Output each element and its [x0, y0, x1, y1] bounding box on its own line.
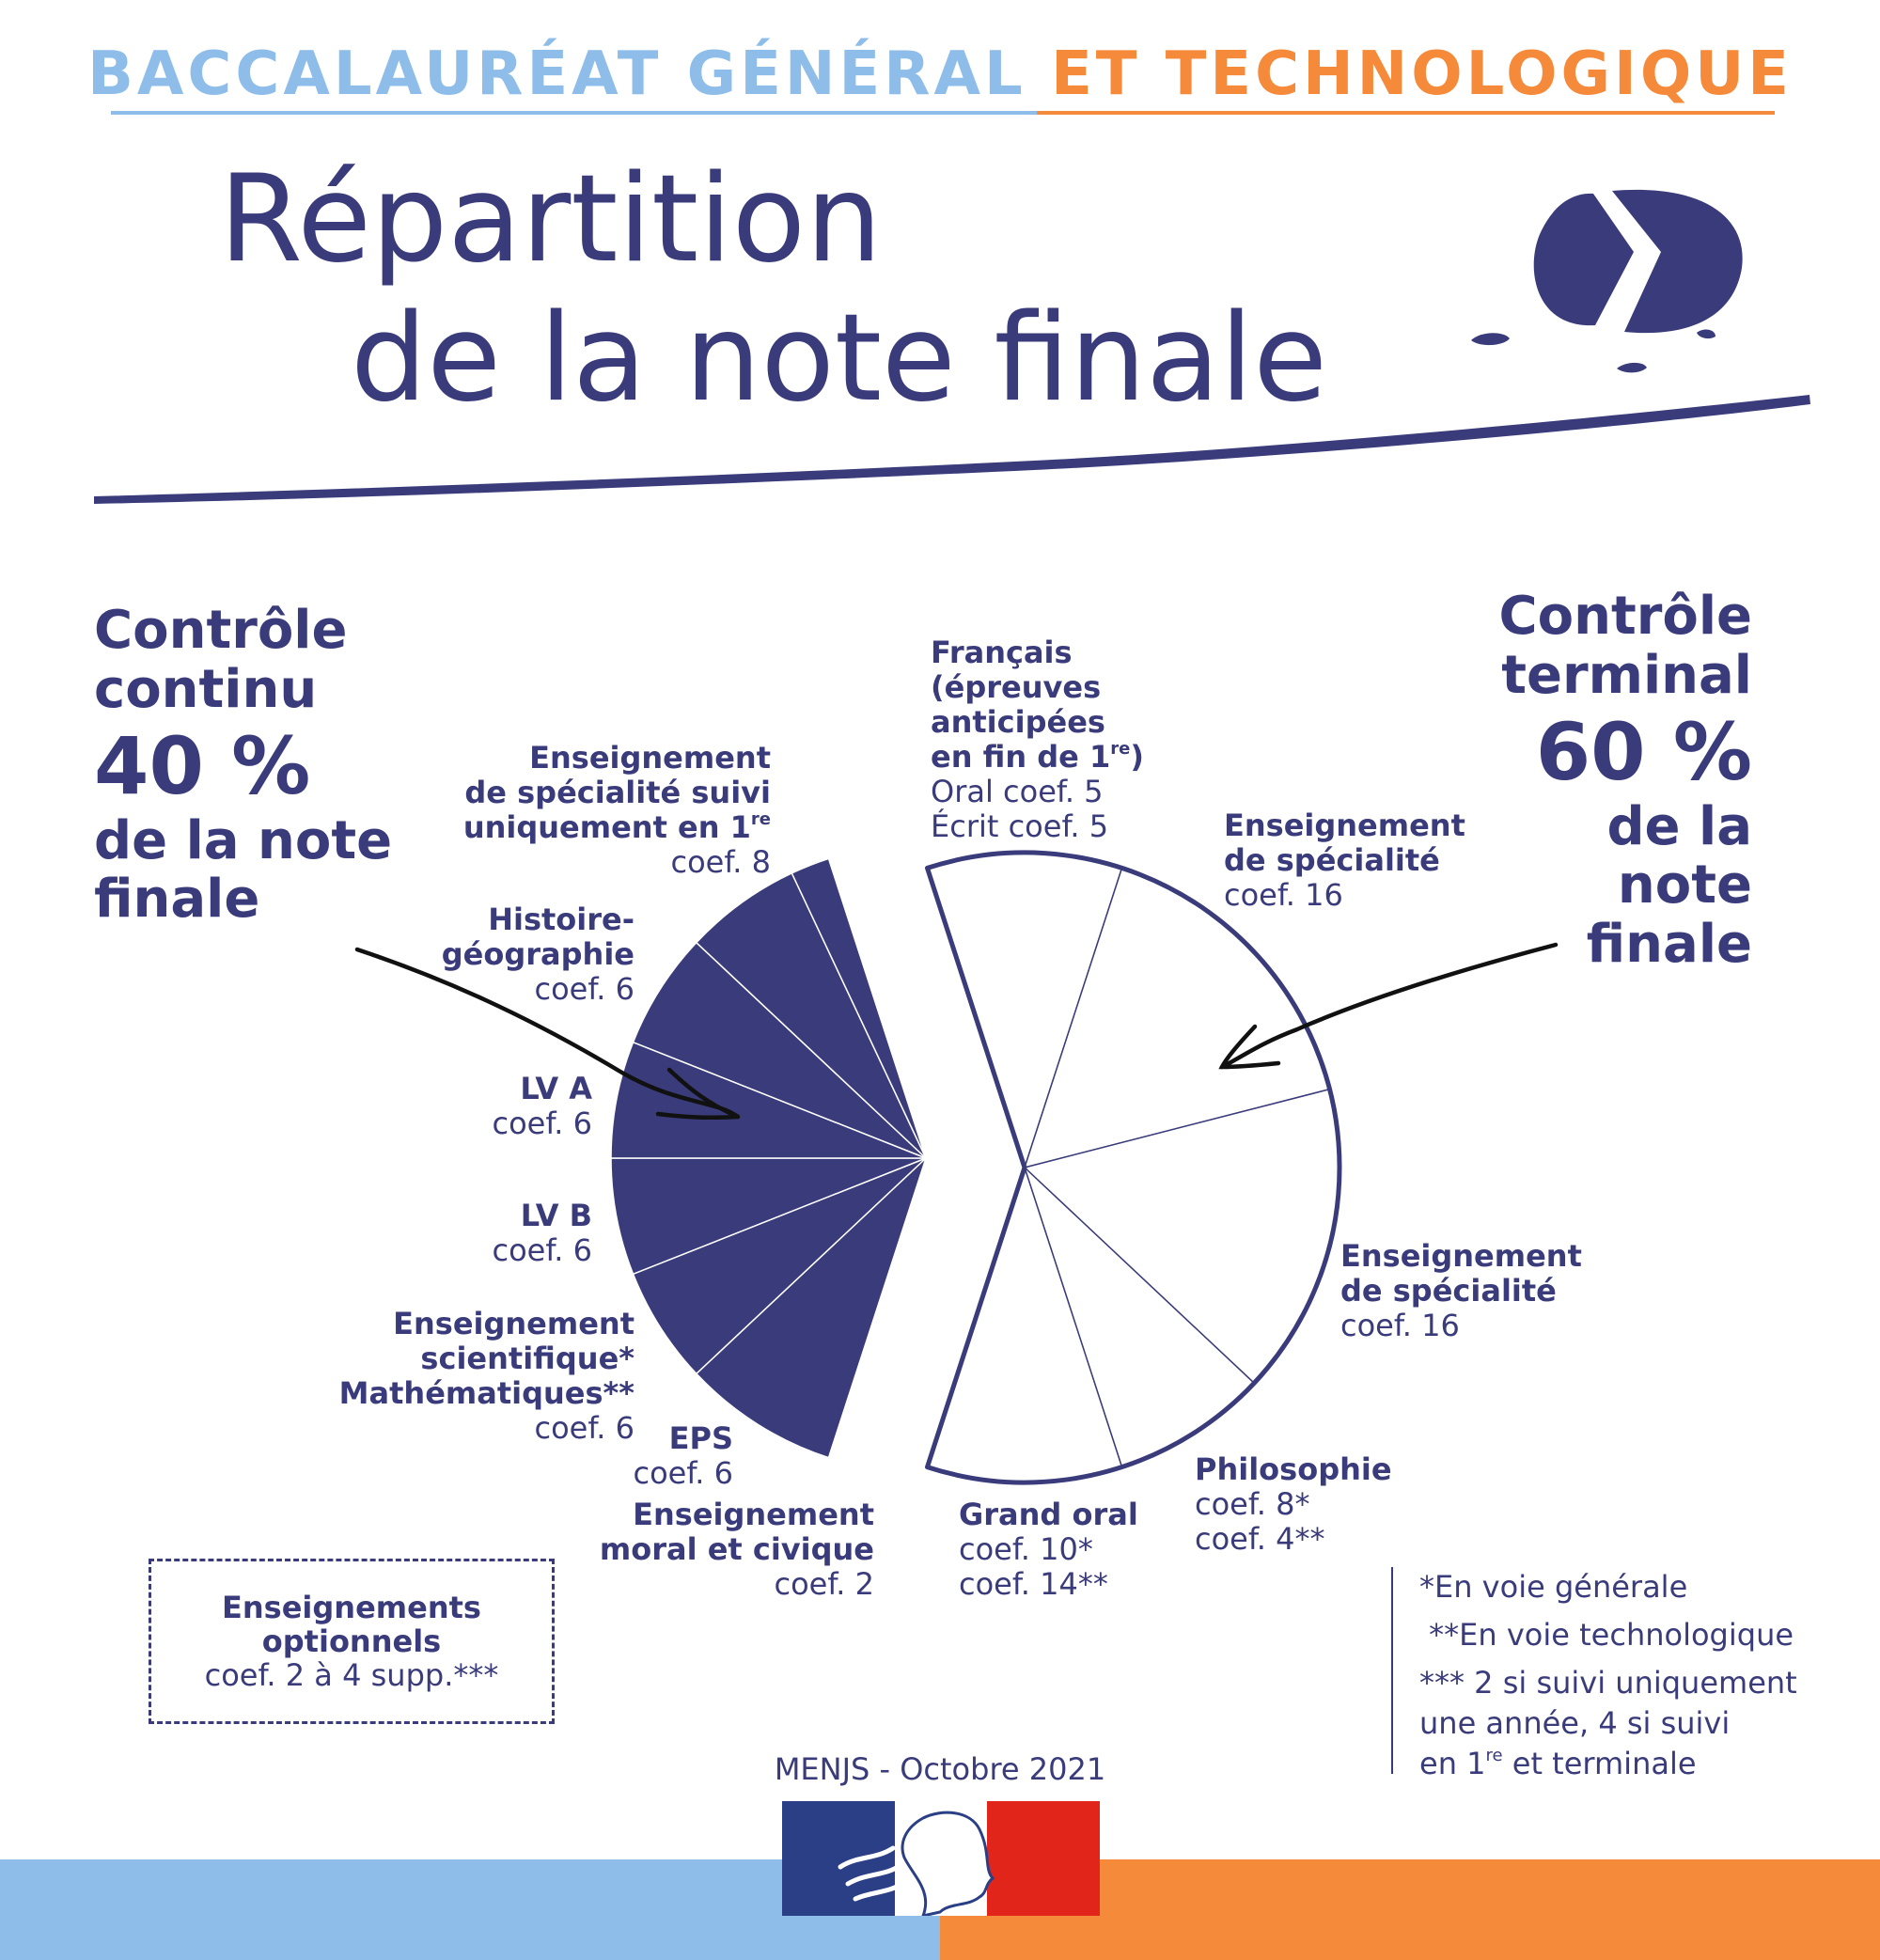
- footer-credit: MENJS - Octobre 2021: [774, 1751, 1106, 1787]
- arrow-terminal-icon: [1218, 942, 1559, 1070]
- label-go-coef2: coef. 14**: [959, 1566, 1108, 1602]
- page-title-line2: de la note finale: [351, 289, 1327, 429]
- pie-group-continu: [610, 857, 927, 1459]
- label-specialite-2: Enseignement de spécialité coef. 16: [1340, 1239, 1582, 1343]
- label-es-l1: Enseignement: [393, 1306, 634, 1341]
- pie-slice-0-1: [632, 1157, 927, 1375]
- label-go-coef1: coef. 10*: [959, 1531, 1093, 1567]
- label-lva: LV A coef. 6: [493, 1072, 593, 1141]
- label-fr-oral: Oral coef. 5: [931, 774, 1104, 809]
- label-spe2-l2: de spécialité: [1340, 1273, 1557, 1309]
- note-3: *** 2 si suivi uniquement: [1419, 1665, 1797, 1701]
- continu-percent: 40 %: [94, 720, 311, 813]
- note-5: en 1re et terminale: [1419, 1746, 1697, 1781]
- pie-chart: [354, 850, 1559, 1485]
- label-histoire-geo: Histoire- géographie coef. 6: [442, 902, 634, 1007]
- label-fr-l1: Français: [931, 635, 1073, 670]
- continu-block: Contrôle continu 40 % de la note finale: [94, 600, 393, 931]
- continu-line3: de la note: [94, 809, 393, 871]
- label-emc: Enseignement moral et civique coef. 2: [600, 1497, 874, 1602]
- terminal-block: Contrôle terminal 60 % de la note finale: [1498, 586, 1752, 976]
- label-es-l2: scientifique*: [420, 1341, 634, 1376]
- label-grand-oral: Grand oral coef. 10* coef. 14**: [959, 1497, 1138, 1602]
- label-es-l3: Mathématiques**: [338, 1375, 634, 1411]
- terminal-line3: de la: [1606, 795, 1752, 857]
- pie-slice-0-3: [610, 1041, 927, 1159]
- label-fr-l3: anticipées: [931, 704, 1105, 740]
- pie-outline-1: [924, 850, 1342, 1485]
- label-emc-coef: coef. 2: [774, 1566, 875, 1602]
- label-hg-coef: coef. 6: [534, 971, 635, 1007]
- label-philo-l1: Philosophie: [1195, 1451, 1392, 1487]
- label-spe-1re-l3: uniquement en 1re: [462, 809, 771, 845]
- label-spe-1re-l2: de spécialité suivi: [464, 775, 771, 810]
- pie-slice-0-4: [632, 941, 927, 1159]
- label-emc-l1: Enseignement: [633, 1497, 874, 1532]
- marianne-logo: [782, 1801, 1100, 1916]
- note-4: une année, 4 si suivi: [1419, 1705, 1731, 1741]
- label-spe-1re-l1: Enseignement: [529, 740, 771, 776]
- label-philosophie: Philosophie coef. 8* coef. 4**: [1195, 1452, 1392, 1557]
- header-part1: BACCALAURÉAT GÉNÉRAL: [87, 39, 1026, 109]
- label-go-l1: Grand oral: [959, 1497, 1138, 1532]
- continu-line4: finale: [94, 869, 260, 931]
- label-eps-coef: coef. 6: [633, 1455, 734, 1491]
- label-spe-1re-coef: coef. 8: [670, 844, 772, 880]
- label-ens-scientifique: Enseignement scientifique* Mathématiques…: [339, 1307, 634, 1446]
- label-fr-l4: en fin de 1re): [931, 739, 1144, 775]
- label-spe2-coef: coef. 16: [1340, 1308, 1460, 1343]
- note-2: **En voie technologique: [1419, 1617, 1794, 1653]
- terminal-line2: terminal: [1501, 644, 1752, 706]
- continu-line1: Contrôle: [94, 600, 348, 661]
- header-rule-orange: [1037, 111, 1775, 115]
- header-rule-blue: [111, 111, 1037, 115]
- optional-box: Enseignements optionnels coef. 2 à 4 sup…: [149, 1559, 555, 1724]
- label-spe2-l1: Enseignement: [1340, 1238, 1582, 1274]
- brush-stroke: [94, 395, 1810, 504]
- continu-line2: continu: [94, 658, 318, 720]
- title-decoration: [94, 189, 1810, 504]
- label-specialite-1: Enseignement de spécialité coef. 16: [1224, 808, 1465, 913]
- header-title: BACCALAURÉAT GÉNÉRAL ET TECHNOLOGIQUE: [0, 39, 1880, 109]
- terminal-line5: finale: [1586, 914, 1752, 976]
- label-emc-l2: moral et civique: [599, 1531, 874, 1567]
- label-fr-ecrit: Écrit coef. 5: [931, 808, 1109, 844]
- label-lvb: LV B coef. 6: [493, 1199, 593, 1268]
- label-philo-coef1: coef. 8*: [1195, 1486, 1310, 1522]
- optional-line3: coef. 2 à 4 supp.***: [204, 1657, 499, 1693]
- optional-line1: Enseignements: [222, 1590, 481, 1625]
- pie-slice-0-6: [791, 857, 927, 1159]
- pie-slice-0-0: [695, 1157, 927, 1459]
- label-philo-coef2: coef. 4**: [1195, 1521, 1325, 1557]
- label-hg-l2: géographie: [441, 936, 634, 972]
- label-hg-l1: Histoire-: [488, 902, 634, 937]
- label-eps-l1: EPS: [668, 1420, 733, 1456]
- label-lva-l1: LV A: [520, 1071, 592, 1106]
- pie-group-terminal: [924, 850, 1342, 1485]
- terminal-line4: note: [1617, 855, 1752, 917]
- pie-slice-0-5: [695, 871, 927, 1159]
- arrow-continu-icon: [354, 947, 741, 1121]
- terminal-percent: 60 %: [1535, 706, 1752, 799]
- note-1: *En voie générale: [1419, 1569, 1688, 1605]
- footnotes: *En voie générale **En voie technologiqu…: [1391, 1567, 1797, 1781]
- label-francais: Français (épreuves anticipées en fin de …: [931, 635, 1144, 844]
- label-lva-coef: coef. 6: [492, 1105, 593, 1141]
- label-spe1-l2: de spécialité: [1224, 842, 1440, 878]
- label-spe1-l1: Enseignement: [1224, 808, 1465, 843]
- optional-line2: optionnels: [261, 1623, 442, 1659]
- label-lvb-l1: LV B: [520, 1198, 592, 1233]
- terminal-line1: Contrôle: [1498, 586, 1752, 647]
- page-title-line1: Répartition: [219, 149, 883, 290]
- label-eps: EPS coef. 6: [634, 1421, 734, 1491]
- pie-slice-0-2: [610, 1157, 927, 1276]
- label-spe1-coef: coef. 16: [1224, 877, 1343, 913]
- label-spe-1re: Enseignement de spécialité suivi uniquem…: [463, 741, 771, 880]
- header-part2: ET TECHNOLOGIQUE: [1051, 39, 1793, 109]
- label-es-coef: coef. 6: [534, 1410, 635, 1446]
- label-fr-l2: (épreuves: [931, 669, 1102, 705]
- pie-logo-icon: [1471, 189, 1743, 373]
- label-lvb-coef: coef. 6: [492, 1232, 593, 1268]
